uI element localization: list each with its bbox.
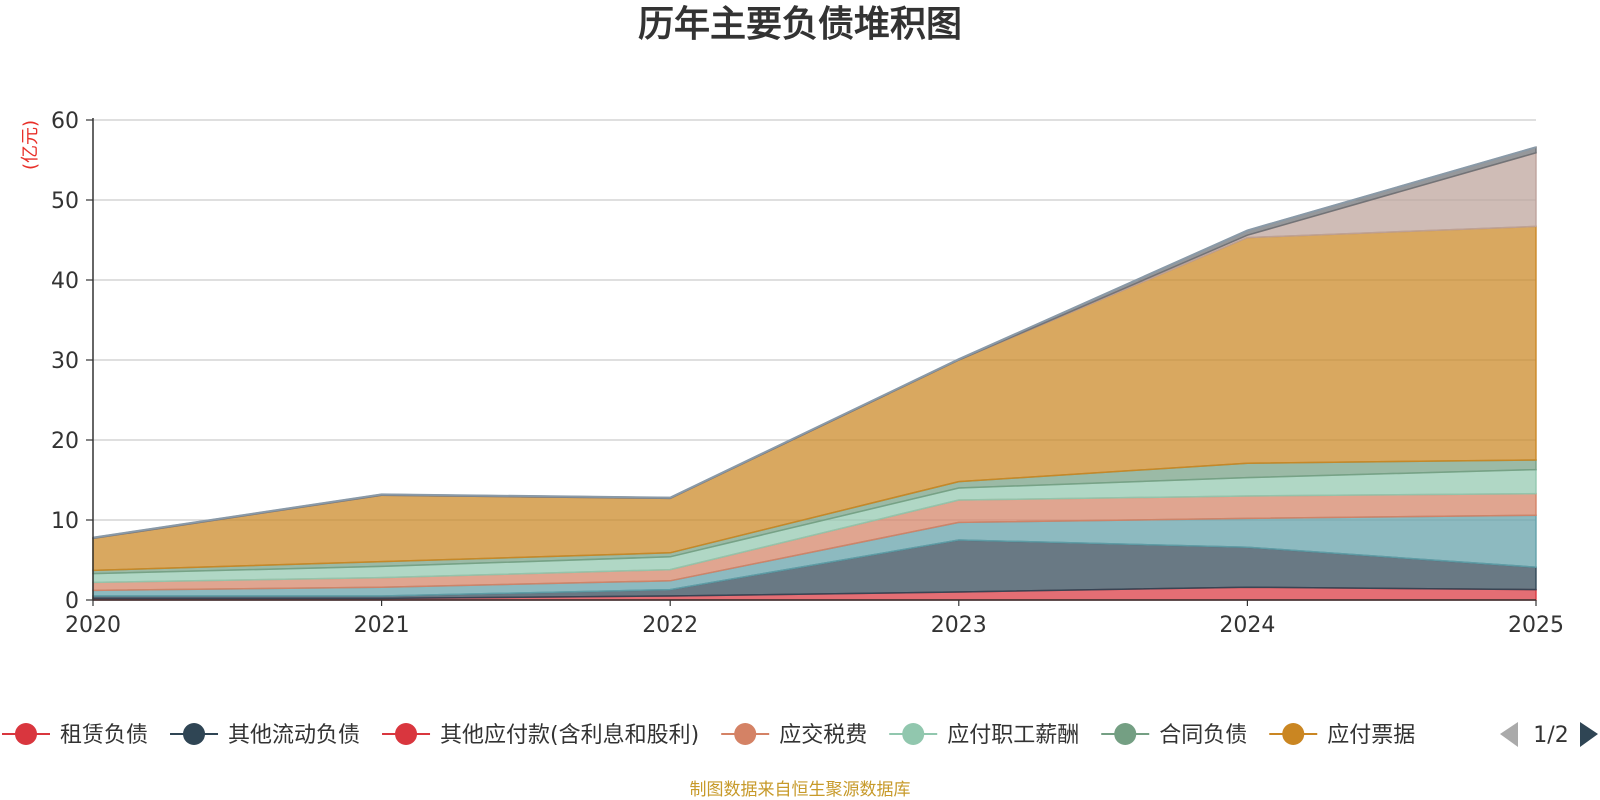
legend-label: 合同负债 — [1159, 723, 1247, 748]
legend-label: 租赁负债 — [60, 723, 148, 748]
legend-item[interactable]: 应付票据 — [1269, 723, 1415, 748]
area-top-outline — [92, 146, 1537, 539]
legend-item[interactable]: 应付职工薪酬 — [889, 723, 1079, 748]
legend-item[interactable]: 其他应付款(含利息和股利) — [382, 723, 699, 748]
x-tick-label: 2020 — [65, 613, 121, 638]
y-tick-label: 30 — [51, 349, 79, 374]
legend-prev-page-icon[interactable] — [1500, 722, 1518, 747]
x-tick-label: 2021 — [354, 613, 410, 638]
data-source-note: 制图数据来自恒生聚源数据库 — [690, 780, 911, 800]
legend-items: 租赁负债 其他流动负债 其他应付款(含利息和股利) 应交税费 应付职工薪酬 合同负债 应付票… — [2, 723, 1415, 748]
x-tick-label: 2022 — [642, 613, 698, 638]
y-tick-label: 0 — [65, 589, 79, 614]
area-series-group — [92, 146, 1537, 601]
y-tick-label: 10 — [51, 509, 79, 534]
legend-item[interactable]: 合同负债 — [1101, 723, 1247, 748]
legend-item[interactable]: 租赁负债 — [2, 723, 148, 748]
legend-label: 应付票据 — [1327, 723, 1415, 748]
legend-marker — [183, 723, 206, 745]
x-tick-label: 2023 — [931, 613, 987, 638]
legend-marker — [1282, 723, 1305, 745]
legend-marker — [1114, 723, 1137, 745]
legend-label: 应交税费 — [779, 723, 867, 748]
y-tick-label: 50 — [51, 189, 79, 214]
y-tick-label: 20 — [51, 429, 79, 454]
legend-marker — [734, 723, 757, 745]
legend-marker — [15, 723, 37, 745]
legend-marker — [395, 723, 418, 745]
legend-next-page-icon[interactable] — [1580, 722, 1598, 747]
legend-marker — [902, 723, 925, 745]
axes: 0 10 20 30 40 50 60 2020 2021 2022 2023 2024 2025 — [51, 109, 1564, 638]
legend-label: 其他应付款(含利息和股利) — [440, 723, 699, 748]
legend-page-indicator: 1/2 — [1533, 723, 1568, 748]
y-axis-unit: (亿元) — [20, 120, 41, 170]
legend-item[interactable]: 其他流动负债 — [170, 723, 360, 748]
x-tick-label: 2024 — [1219, 613, 1275, 638]
legend: 租赁负债 其他流动负债 其他应付款(含利息和股利) 应交税费 应付职工薪酬 合同负债 应付票… — [2, 722, 1598, 748]
legend-label: 其他流动负债 — [228, 723, 360, 748]
x-tick-label: 2025 — [1508, 613, 1564, 638]
y-tick-label: 40 — [51, 269, 79, 294]
y-tick-label: 60 — [51, 109, 79, 134]
legend-label: 应付职工薪酬 — [947, 723, 1079, 748]
chart-title: 历年主要负债堆积图 — [638, 4, 962, 45]
legend-item[interactable]: 应交税费 — [721, 723, 867, 748]
